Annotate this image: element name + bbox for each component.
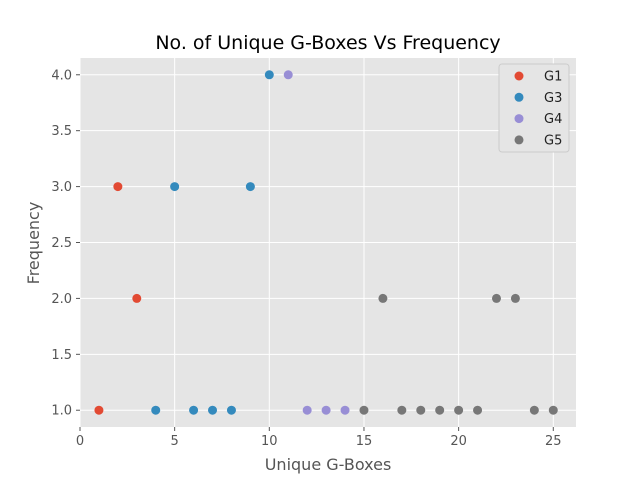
y-tick-label: 2.5 <box>51 236 72 251</box>
y-tick-label: 3.5 <box>51 124 72 139</box>
x-tick-label: 5 <box>171 434 179 449</box>
data-point-g1 <box>113 182 123 192</box>
data-point-g5 <box>548 405 558 415</box>
x-tick-label: 0 <box>76 434 84 449</box>
data-point-g5 <box>473 405 483 415</box>
data-point-g3 <box>245 182 255 192</box>
x-tick-label: 25 <box>545 434 562 449</box>
data-point-g4 <box>321 405 331 415</box>
data-point-g5 <box>397 405 407 415</box>
data-point-g3 <box>170 182 180 192</box>
data-point-g5 <box>378 293 388 303</box>
data-point-g5 <box>435 405 445 415</box>
y-axis-label: Frequency <box>24 202 43 285</box>
data-points <box>94 70 558 415</box>
data-point-g3 <box>151 405 161 415</box>
x-tick-label: 10 <box>261 434 278 449</box>
x-tick-label: 15 <box>356 434 373 449</box>
grid-lines <box>79 58 576 427</box>
legend-label-g5: G5 <box>544 133 562 148</box>
legend-label-g4: G4 <box>544 112 562 127</box>
legend-box <box>498 63 570 153</box>
x-axis-ticks: 0 5 10 15 20 25 <box>76 427 562 449</box>
data-point-g5 <box>416 405 426 415</box>
legend-label-g3: G3 <box>544 91 562 106</box>
data-point-g4 <box>283 70 293 80</box>
data-point-g3 <box>264 70 274 80</box>
y-axis-ticks: 1.0 1.5 2.0 2.5 3.0 3.5 4.0 <box>51 68 80 419</box>
y-tick-label: 2.0 <box>51 292 72 307</box>
data-point-g5 <box>510 293 520 303</box>
data-point-g1 <box>132 293 142 303</box>
y-tick-label: 1.5 <box>51 348 72 363</box>
data-point-g3 <box>189 405 199 415</box>
x-axis-label: Unique G-Boxes <box>265 455 392 474</box>
y-tick-label: 4.0 <box>51 68 72 83</box>
legend-marker-g5 <box>514 135 524 145</box>
legend: G1 G3 G4 G5 <box>498 63 570 153</box>
legend-marker-g3 <box>514 92 524 102</box>
data-point-g1 <box>94 405 104 415</box>
y-tick-label: 3.0 <box>51 180 72 195</box>
legend-marker-g4 <box>514 114 524 124</box>
data-point-g5 <box>491 293 501 303</box>
legend-label-g1: G1 <box>544 70 562 85</box>
data-point-g5 <box>454 405 464 415</box>
data-point-g5 <box>359 405 369 415</box>
y-tick-label: 1.0 <box>51 404 72 419</box>
data-point-g5 <box>529 405 539 415</box>
data-point-g4 <box>302 405 312 415</box>
data-point-g4 <box>340 405 350 415</box>
chart-title: No. of Unique G-Boxes Vs Frequency <box>155 32 500 54</box>
x-tick-label: 20 <box>450 434 467 449</box>
legend-marker-g1 <box>514 71 524 81</box>
data-point-g3 <box>226 405 236 415</box>
data-point-g3 <box>208 405 218 415</box>
